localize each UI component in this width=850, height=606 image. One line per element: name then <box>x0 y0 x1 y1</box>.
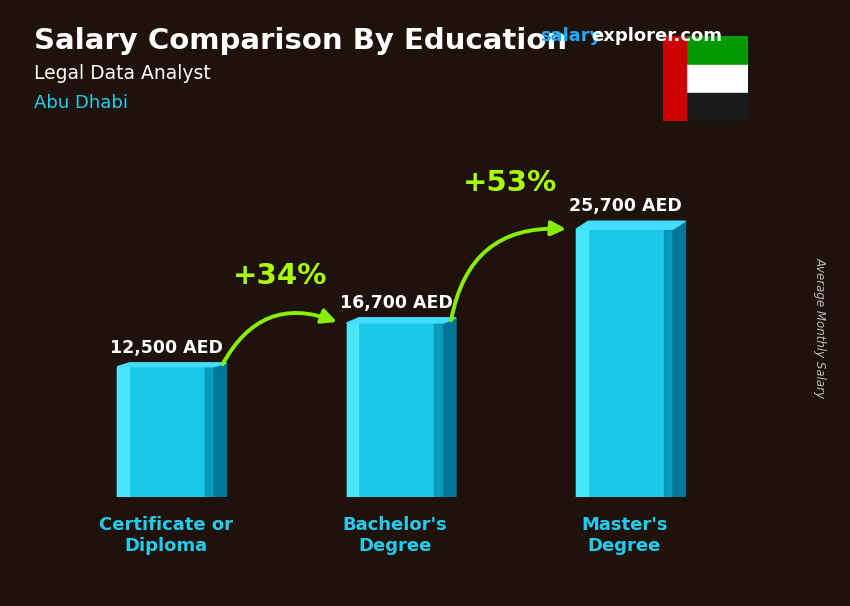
Text: Abu Dhabi: Abu Dhabi <box>34 94 128 112</box>
Polygon shape <box>576 221 685 229</box>
Text: +34%: +34% <box>233 262 327 290</box>
Bar <box>576 229 673 497</box>
Bar <box>664 229 673 497</box>
Polygon shape <box>444 318 456 497</box>
Polygon shape <box>673 221 685 497</box>
Bar <box>663 65 748 93</box>
Bar <box>576 229 587 497</box>
Polygon shape <box>347 318 456 323</box>
Text: +53%: +53% <box>462 168 557 196</box>
Text: 25,700 AED: 25,700 AED <box>569 197 682 215</box>
Text: salary: salary <box>540 27 601 45</box>
Text: 12,500 AED: 12,500 AED <box>110 339 223 357</box>
Text: Legal Data Analyst: Legal Data Analyst <box>34 64 211 82</box>
Polygon shape <box>214 363 227 497</box>
Text: explorer.com: explorer.com <box>592 27 722 45</box>
Bar <box>347 323 358 497</box>
Bar <box>347 323 444 497</box>
Bar <box>663 36 686 121</box>
Bar <box>117 367 129 497</box>
Text: Average Monthly Salary: Average Monthly Salary <box>813 257 827 398</box>
Bar <box>205 367 214 497</box>
Bar <box>117 367 214 497</box>
Bar <box>663 93 748 121</box>
Bar <box>663 36 748 65</box>
Polygon shape <box>117 363 227 367</box>
Text: Salary Comparison By Education: Salary Comparison By Education <box>34 27 567 55</box>
Text: 16,700 AED: 16,700 AED <box>339 294 452 311</box>
Bar <box>434 323 444 497</box>
